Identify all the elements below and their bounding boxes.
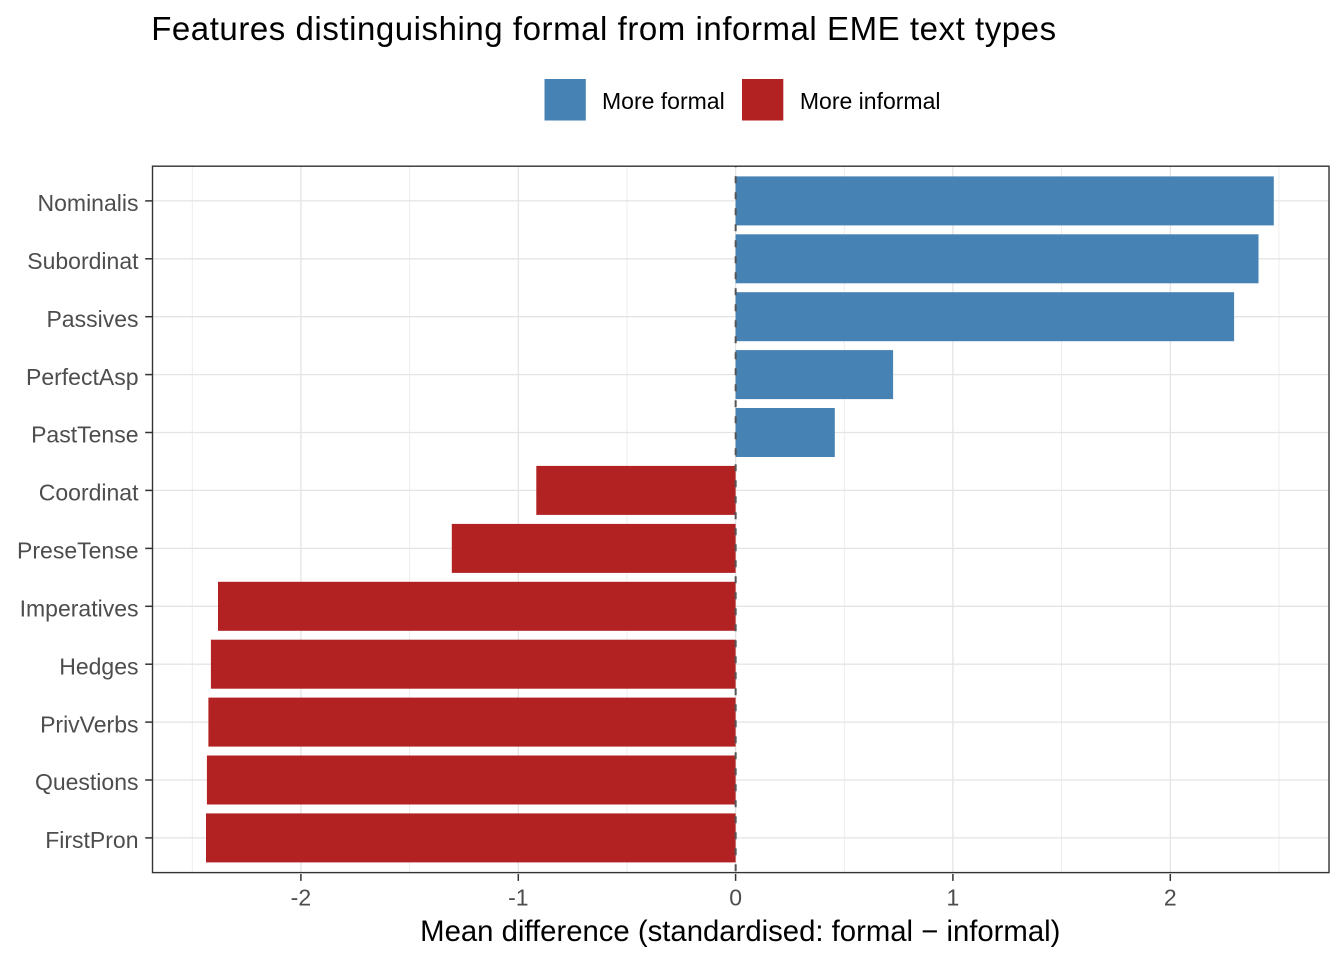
svg-text:Coordinat: Coordinat <box>39 480 139 506</box>
svg-text:FirstPron: FirstPron <box>45 827 138 853</box>
svg-text:PerfectAsp: PerfectAsp <box>26 364 139 390</box>
svg-text:More informal: More informal <box>800 88 941 114</box>
svg-text:2: 2 <box>1164 885 1177 911</box>
svg-text:PreseTense: PreseTense <box>17 538 138 564</box>
svg-text:1: 1 <box>947 885 960 911</box>
svg-text:More formal: More formal <box>602 88 725 114</box>
svg-text:Subordinat: Subordinat <box>27 248 139 274</box>
svg-text:-2: -2 <box>291 885 311 911</box>
svg-text:-1: -1 <box>508 885 528 911</box>
svg-text:Mean difference (standardised:: Mean difference (standardised: formal − … <box>420 915 1060 948</box>
svg-text:PrivVerbs: PrivVerbs <box>40 711 138 737</box>
svg-text:Questions: Questions <box>35 769 139 795</box>
svg-text:Imperatives: Imperatives <box>20 596 139 622</box>
svg-text:Hedges: Hedges <box>59 653 138 679</box>
svg-text:0: 0 <box>729 885 742 911</box>
svg-text:Nominalis: Nominalis <box>38 190 139 216</box>
svg-text:PastTense: PastTense <box>31 422 138 448</box>
svg-text:Features distinguishing formal: Features distinguishing formal from info… <box>151 10 1056 47</box>
svg-text:Passives: Passives <box>46 306 138 332</box>
